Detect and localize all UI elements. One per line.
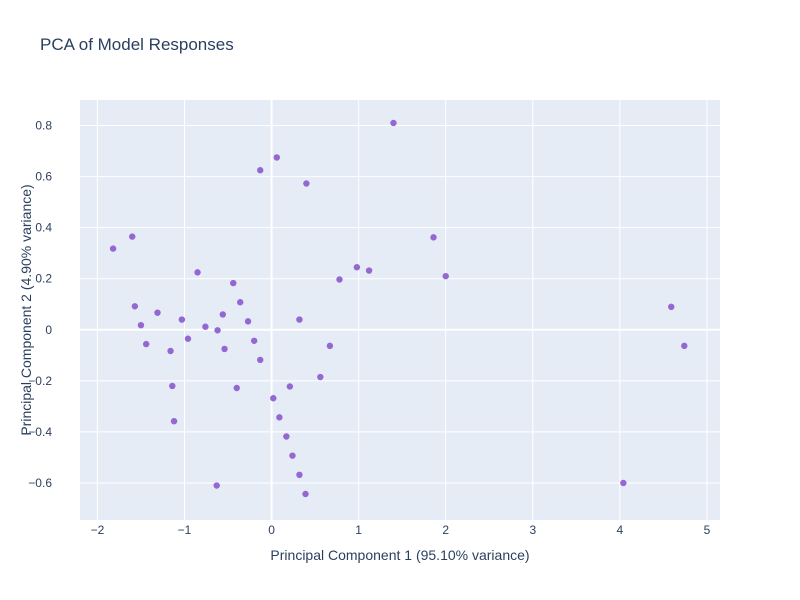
scatter-point: [273, 154, 280, 161]
scatter-point: [270, 395, 277, 402]
scatter-point: [668, 303, 675, 311]
scatter-point: [336, 276, 343, 283]
scatter-point: [129, 233, 136, 240]
scatter-point: [365, 267, 373, 274]
scatter-point: [303, 180, 310, 187]
scatter-point: [244, 318, 252, 325]
x-tick-label: 0: [268, 523, 275, 537]
scatter-point: [167, 347, 174, 355]
scatter-point: [620, 479, 627, 487]
y-tick-label: −0.2: [28, 374, 52, 388]
scatter-point: [213, 482, 220, 489]
scatter-point: [257, 356, 264, 364]
scatter-point: [221, 345, 228, 353]
data-points: [109, 119, 688, 498]
y-axis-title: Principal Component 2 (4.90% variance): [18, 184, 34, 435]
scatter-point: [286, 383, 294, 390]
scatter-point: [237, 299, 244, 306]
chart-title: PCA of Model Responses: [40, 35, 234, 54]
scatter-point: [109, 245, 117, 252]
x-axis-title: Principal Component 1 (95.10% variance): [270, 547, 529, 563]
scatter-point: [257, 167, 264, 174]
zero-lines: [80, 100, 720, 520]
x-tick-label: −2: [91, 523, 105, 537]
scatter-point: [353, 264, 361, 271]
scatter-point: [194, 269, 201, 276]
scatter-point: [170, 417, 178, 425]
x-axis-ticks: −2 −1 0 1 2 3 4 5: [91, 523, 711, 537]
x-tick-label: −1: [178, 523, 192, 537]
x-tick-label: 3: [529, 523, 536, 537]
y-tick-label: 0.2: [35, 272, 52, 286]
scatter-point: [326, 342, 334, 350]
scatter-point: [276, 414, 283, 421]
scatter-point: [154, 309, 161, 316]
x-tick-label: 2: [442, 523, 449, 537]
plot-area: [80, 100, 720, 520]
scatter-point: [214, 327, 221, 334]
scatter-point: [137, 321, 145, 329]
scatter-point: [296, 471, 303, 479]
grid-lines: [80, 100, 720, 520]
scatter-point: [230, 279, 237, 287]
scatter-point: [317, 373, 324, 381]
x-tick-label: 5: [704, 523, 711, 537]
scatter-point: [283, 433, 290, 440]
scatter-point: [131, 303, 139, 310]
scatter-point: [184, 335, 192, 342]
y-tick-label: −0.4: [28, 425, 52, 439]
scatter-point: [289, 452, 296, 459]
y-tick-label: 0.6: [35, 170, 52, 184]
scatter-point: [296, 316, 303, 323]
scatter-point: [202, 323, 209, 330]
y-tick-label: 0.4: [35, 221, 52, 235]
scatter-point: [302, 490, 309, 498]
scatter-point: [219, 311, 227, 318]
scatter-point: [442, 272, 449, 280]
scatter-point: [250, 337, 258, 344]
scatter-point: [142, 340, 150, 348]
scatter-point: [233, 384, 240, 392]
y-tick-label: 0.8: [35, 119, 52, 133]
scatter-point: [390, 119, 397, 127]
scatter-point: [681, 342, 688, 350]
scatter-point: [178, 316, 186, 323]
y-tick-label: −0.6: [28, 476, 52, 490]
scatter-point: [430, 234, 437, 241]
scatter-point: [169, 382, 176, 390]
x-tick-label: 4: [617, 523, 624, 537]
x-tick-label: 1: [355, 523, 362, 537]
y-tick-label: 0: [45, 323, 52, 337]
y-axis-ticks: −0.6 −0.4 −0.2 0 0.2 0.4 0.6 0.8: [28, 119, 52, 490]
